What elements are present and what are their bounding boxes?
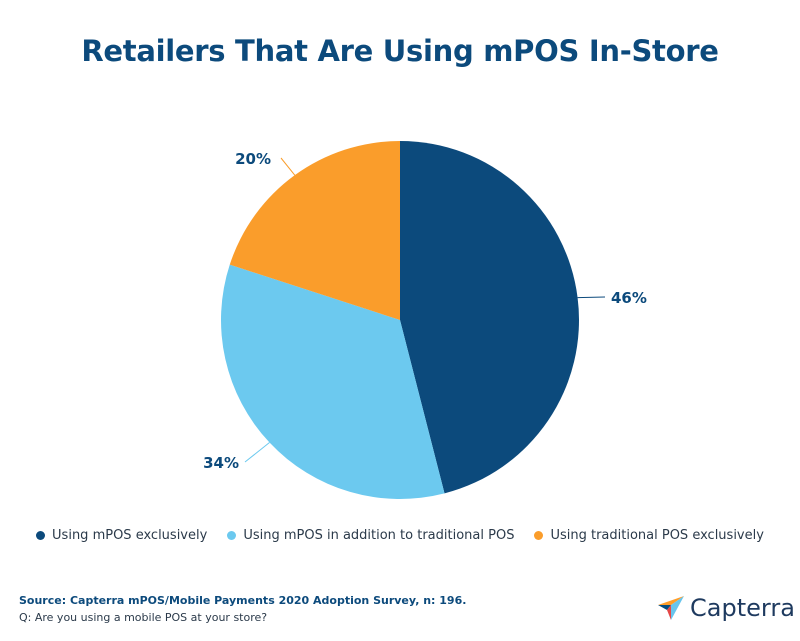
survey-question: Q: Are you using a mobile POS at your st… — [19, 611, 268, 624]
legend-label: Using traditional POS exclusively — [550, 528, 764, 543]
leader-line — [280, 157, 296, 176]
legend-label: Using mPOS in addition to traditional PO… — [243, 528, 515, 543]
legend-dot — [36, 531, 46, 540]
legend-item: Using mPOS exclusively — [36, 528, 207, 543]
leader-line — [244, 442, 270, 463]
capterra-logo-icon — [658, 596, 684, 620]
slice-data-label: 46% — [611, 289, 647, 307]
brand-name: Capterra — [690, 594, 795, 622]
legend-item: Using traditional POS exclusively — [534, 528, 764, 543]
leader-line — [577, 296, 606, 299]
legend-dot — [227, 531, 237, 540]
pie-slice — [400, 141, 579, 494]
slice-data-label: 34% — [203, 454, 239, 472]
chart-title: Retailers That Are Using mPOS In-Store — [81, 34, 719, 68]
legend-dot — [534, 531, 544, 540]
pie-slice — [229, 141, 400, 320]
brand: Capterra — [658, 594, 795, 622]
legend-item: Using mPOS in addition to traditional PO… — [227, 528, 514, 543]
legend: Using mPOS exclusively Using mPOS in add… — [0, 528, 800, 543]
slice-data-label: 20% — [235, 150, 271, 168]
pie-slice — [220, 264, 445, 499]
source-note: Source: Capterra mPOS/Mobile Payments 20… — [19, 594, 467, 607]
legend-label: Using mPOS exclusively — [52, 528, 208, 543]
